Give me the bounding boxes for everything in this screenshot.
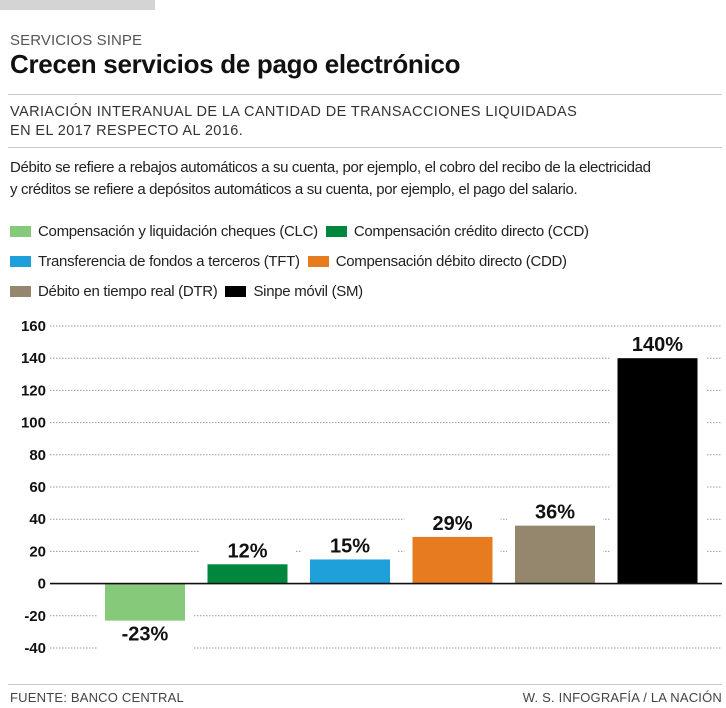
y-tick-label: 80: [29, 447, 46, 464]
divider: [8, 94, 722, 95]
y-tick-label: -20: [24, 608, 46, 625]
y-tick-label: 100: [21, 415, 46, 432]
explanatory-note: Débito se refiere a rebajos automáticos …: [10, 157, 651, 201]
legend-item-dtr: Débito en tiempo real (DTR): [10, 282, 218, 300]
y-tick-label: 120: [21, 382, 46, 399]
data-label: 15%: [330, 535, 370, 557]
legend-swatch: [307, 255, 329, 267]
note-line: y créditos se refiere a depósitos automá…: [10, 181, 578, 198]
bar-sm: [617, 358, 698, 584]
bar-ccd: [207, 564, 288, 584]
data-labels: -23% 12% 15% 29% 36% 140%: [122, 334, 684, 645]
top-accent-bar: [0, 0, 155, 10]
subtitle-line: VARIACIÓN INTERANUAL DE LA CANTIDAD DE T…: [10, 104, 578, 120]
legend-item-ccd: Compensación crédito directo (CCD): [325, 222, 589, 240]
legend-row: Transferencia de fondos a terceros (TFT)…: [10, 246, 597, 276]
data-label: -23%: [122, 624, 169, 646]
y-tick-label: 40: [29, 511, 46, 528]
subtitle-line: EN EL 2017 RESPECTO AL 2016.: [10, 123, 244, 139]
legend-item-sm: Sinpe móvil (SM): [225, 282, 363, 300]
legend-swatch: [225, 285, 247, 297]
y-tick-label: -40: [24, 640, 46, 657]
author-credit: W. S. INFOGRAFÍA / LA NACIÓN: [522, 690, 722, 705]
data-label: 140%: [632, 334, 683, 356]
legend-label: Transferencia de fondos a terceros (TFT): [38, 252, 300, 270]
bar-chart: 160 140 120 100 80 60 40 20 0 -20 -40 -23% 12% 15% 29…: [21, 318, 722, 657]
legend-swatch: [10, 255, 31, 267]
bar-dtr: [515, 525, 595, 584]
bar-cdd: [412, 536, 493, 584]
chart-title: Crecen servicios de pago electrónico: [10, 49, 461, 79]
note-line: Débito se refiere a rebajos automáticos …: [10, 159, 651, 176]
y-axis-ticks: 160 140 120 100 80 60 40 20 0 -20 -40: [21, 318, 46, 657]
legend-label: Débito en tiempo real (DTR): [38, 282, 218, 300]
divider: [8, 684, 722, 685]
bar-clc: [105, 583, 185, 621]
legend-item-cdd: Compensación débito directo (CDD): [307, 252, 567, 270]
legend-row: Compensación y liquidación cheques (CLC)…: [10, 216, 597, 246]
legend: Compensación y liquidación cheques (CLC)…: [10, 216, 597, 306]
y-tick-label: 60: [29, 479, 46, 496]
legend-swatch: [325, 225, 347, 237]
kicker: SERVICIOS SINPE: [10, 32, 143, 49]
data-label: 36%: [535, 502, 575, 524]
legend-label: Compensación crédito directo (CCD): [353, 222, 589, 240]
source-credit: FUENTE: BANCO CENTRAL: [10, 690, 184, 705]
legend-swatch: [10, 225, 31, 237]
chart-subtitle: VARIACIÓN INTERANUAL DE LA CANTIDAD DE T…: [10, 103, 577, 141]
legend-label: Sinpe móvil (SM): [253, 282, 363, 300]
bar-tft: [310, 559, 390, 584]
data-label: 12%: [227, 540, 267, 562]
y-tick-label: 0: [38, 576, 46, 593]
legend-item-clc: Compensación y liquidación cheques (CLC): [10, 223, 318, 240]
legend-item-tft: Transferencia de fondos a terceros (TFT): [10, 253, 300, 270]
legend-label: Compensación y liquidación cheques (CLC): [38, 222, 318, 240]
legend-row: Débito en tiempo real (DTR) Sinpe móvil …: [10, 276, 597, 306]
data-label: 29%: [432, 513, 472, 535]
y-tick-label: 160: [21, 318, 46, 335]
y-tick-label: 140: [21, 350, 46, 367]
legend-swatch: [10, 285, 31, 297]
bars: [97, 330, 706, 649]
y-tick-label: 20: [29, 543, 46, 560]
legend-label: Compensación débito directo (CDD): [335, 252, 567, 270]
divider: [8, 147, 722, 148]
